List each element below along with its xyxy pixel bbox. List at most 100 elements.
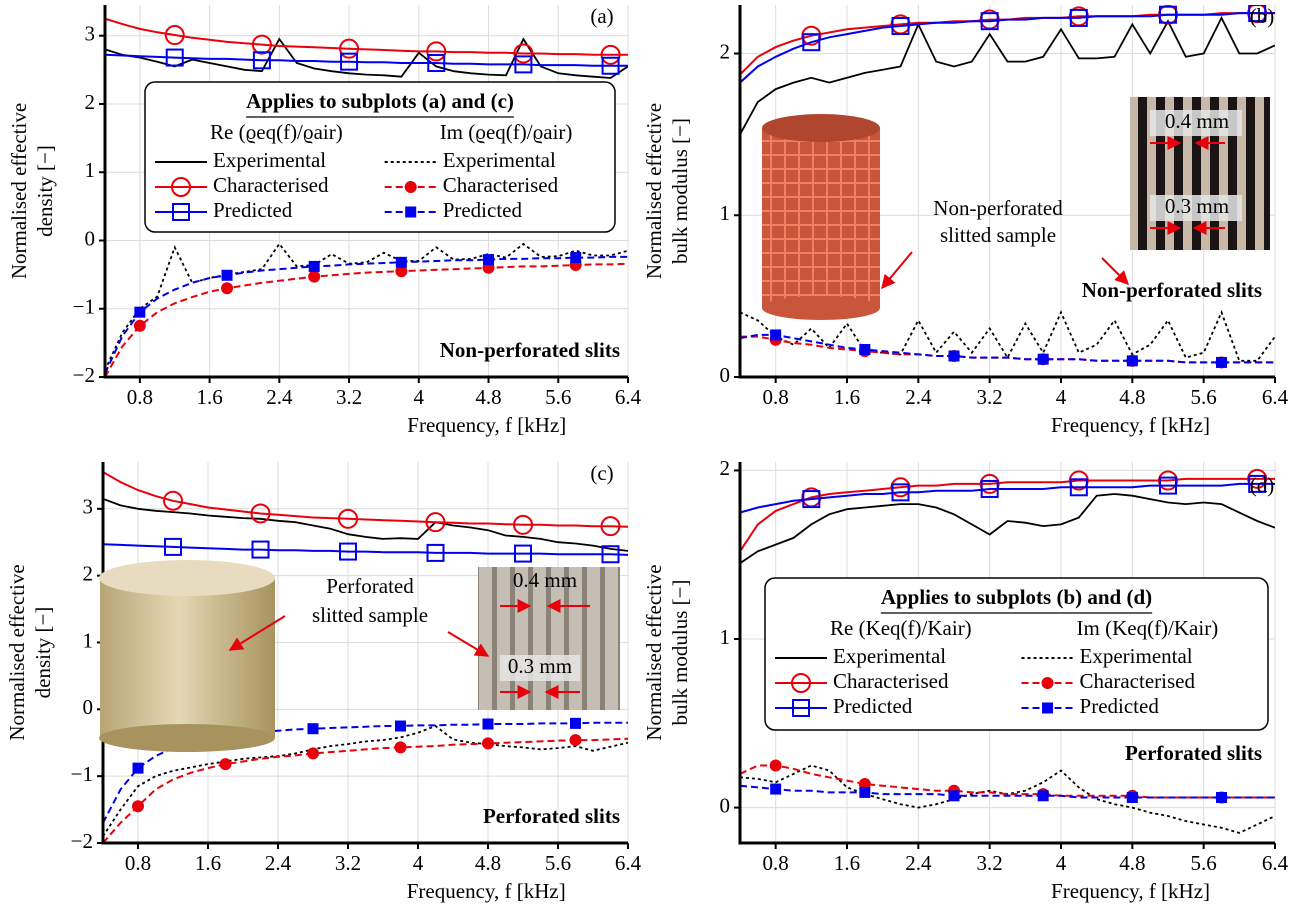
marker [791,673,811,693]
marker [251,34,272,55]
series-line [740,784,1275,799]
marker [1159,476,1177,495]
y-axis-label: bulk modulus [−] [668,118,692,264]
annotation: (a) [590,4,613,28]
x-tick-label: 3.2 [336,385,362,409]
legend-label: Experimental [443,148,556,172]
x-tick-label: 2.4 [905,851,932,875]
legend-title: Applies to subplots (b) and (d) [881,585,1152,609]
legend-label: Predicted [213,198,293,222]
marker [483,254,495,266]
x-tick-label: 3.2 [977,851,1003,875]
y-tick-label: 2 [83,561,94,585]
annotation: Non-perforated slits [1082,278,1262,302]
y-axis-label: Normalised effective [5,564,29,740]
sample-photo [762,114,880,320]
y-axis-label: bulk modulus [−] [668,579,692,725]
x-tick-label: 4 [414,385,425,409]
series-line [740,15,1275,135]
marker [769,759,782,772]
y-tick-label: −1 [73,295,95,319]
x-tick-label: 6.4 [1262,385,1289,409]
x-tick-label: 1.6 [195,851,221,875]
marker [164,25,185,46]
arrow [228,615,286,651]
y-tick-label: 3 [85,22,96,46]
marker [1159,5,1177,24]
x-tick-label: 3.2 [335,851,361,875]
series-line [740,477,1275,552]
marker [1248,474,1267,493]
y-tick-label: −2 [73,363,95,387]
marker [482,718,494,730]
series-line [740,764,1275,799]
marker [1037,790,1049,802]
marker [219,758,232,771]
x-axis-label: Frequency, f [kHz] [407,413,566,437]
annotation: (d) [1250,473,1275,497]
y-tick-label: −2 [71,829,93,853]
marker [513,514,533,535]
y-tick-label: 0 [83,695,94,719]
arrow [881,251,913,290]
marker [980,12,999,31]
marker [600,44,621,65]
marker [570,717,581,729]
panel: 0.8 1.6 2.4 3.2 4 4.8 5.6 6.4 0 1 2 Frequency, f [k… [642,5,1289,437]
x-tick-label: 0.8 [125,851,151,875]
x-tick-label: 4.8 [475,385,501,409]
series-line [105,17,628,56]
marker [338,508,358,529]
x-tick-label: 5.6 [545,851,571,875]
legend-label: Experimental [833,644,946,668]
x-tick-label: 4.8 [1119,385,1145,409]
annotation: Perforated slits [483,804,620,828]
marker [570,252,582,264]
marker [132,762,144,774]
marker [339,542,357,561]
series-line [740,482,1275,514]
legend-title: Applies to subplots (a) and (c) [246,89,514,113]
marker [1069,478,1088,497]
x-tick-label: 2.4 [265,851,292,875]
marker [770,329,782,341]
marker [426,543,445,562]
marker [252,51,271,70]
legend-label: Characterised [213,173,329,197]
marker [948,350,960,362]
y-tick-label: 2 [720,39,731,63]
marker [1216,356,1227,368]
annotation: Non-perforated [933,196,1063,220]
x-tick-label: 5.6 [1191,851,1217,875]
series-line [105,262,628,377]
marker [770,783,782,795]
arrow [1101,257,1129,285]
y-tick-label: 2 [85,90,96,114]
series-line [103,497,628,552]
legend-label: Experimental [213,148,326,172]
x-tick-label: 4 [413,851,424,875]
marker [514,55,533,74]
annotation: (b) [1250,4,1275,28]
marker [1069,8,1088,27]
y-axis-label: Normalised effective [642,103,666,279]
y-tick-label: −1 [71,762,93,786]
x-tick-label: 4.8 [1119,851,1145,875]
y-tick-label: 1 [85,158,96,182]
marker [601,56,620,75]
slit-photo [1130,97,1270,250]
photos [99,97,1270,752]
x-tick-label: 2.4 [266,385,293,409]
y-tick-label: 0 [720,363,731,387]
marker [251,540,270,559]
marker [425,512,446,533]
x-tick-label: 4.8 [475,851,501,875]
annotation: Perforated slits [1125,741,1262,765]
legend-label: Characterised [1080,669,1196,693]
marker [307,747,319,760]
marker [171,177,191,197]
marker [891,17,910,36]
marker [308,270,321,283]
x-tick-label: 6.4 [1262,851,1289,875]
marker [859,786,871,798]
